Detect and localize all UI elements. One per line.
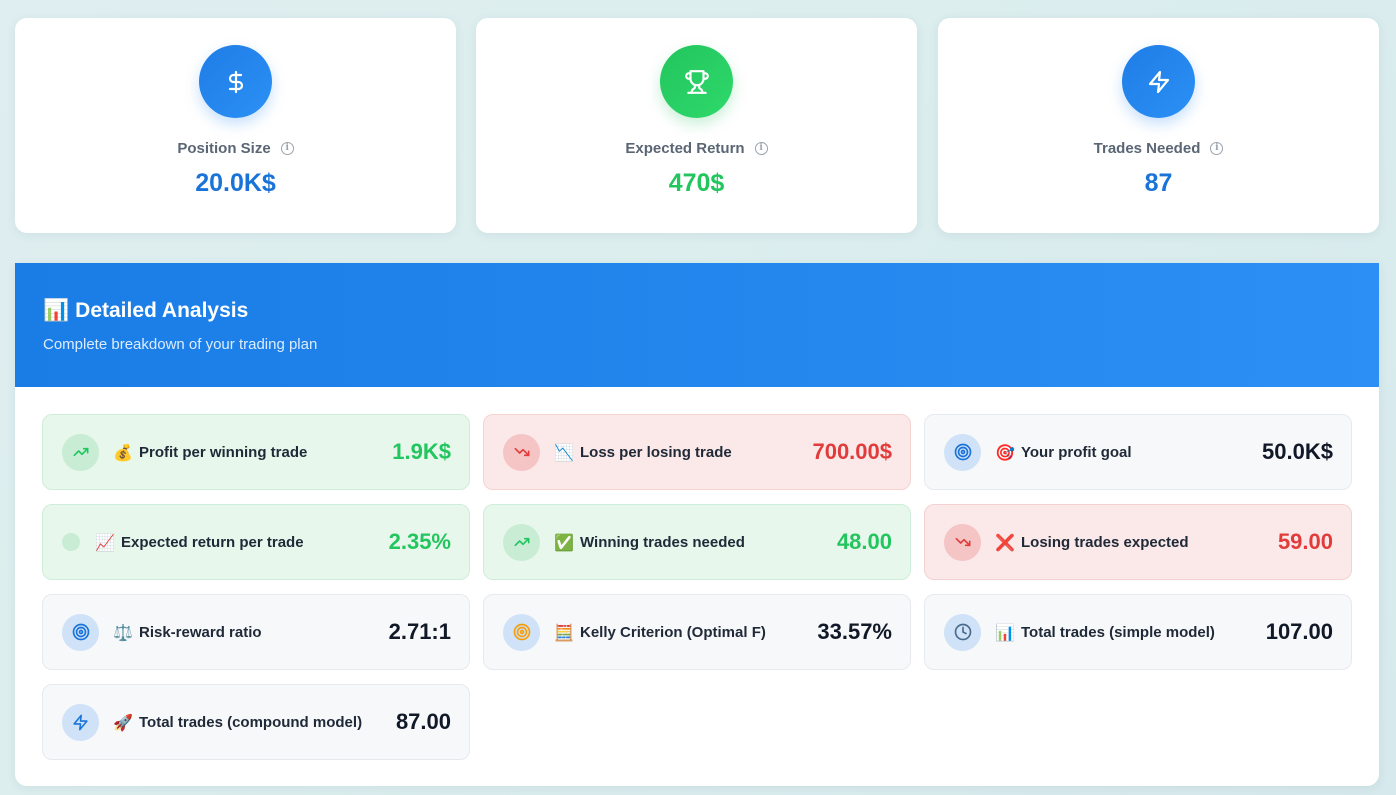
metric-value: 2.71:1 — [388, 619, 451, 644]
metric-label: Total trades (compound model) — [139, 713, 363, 731]
metric-card-total-trades-simple: 📊 Total trades (simple model) 107.00 — [924, 594, 1352, 670]
expected-return-card: Expected Return i 470$ — [476, 18, 917, 233]
metrics-grid: 💰 Profit per winning trade 1.9K$ 📉 Loss … — [42, 414, 1352, 760]
metric-value: 87.00 — [395, 709, 451, 734]
rocket-icon: 🚀 — [113, 712, 133, 732]
target-icon — [944, 433, 981, 471]
panel-title-text: Detailed Analysis — [75, 299, 249, 322]
stat-value: 470$ — [668, 169, 725, 197]
metric-label: Profit per winning trade — [139, 443, 308, 461]
info-icon[interactable]: i — [1210, 142, 1224, 155]
info-icon[interactable]: i — [754, 142, 768, 155]
money-bag-icon: 💰 — [113, 442, 133, 462]
target-icon — [503, 613, 540, 651]
metric-value: 33.57% — [817, 619, 892, 644]
stat-label: Trades Needed — [1093, 140, 1201, 157]
bar-chart-icon: 📊 — [43, 299, 70, 322]
panel-header: 📊 Detailed Analysis Complete breakdown o… — [15, 263, 1379, 387]
metric-value: 1.9K$ — [392, 439, 451, 464]
metric-card-profit-per-win: 💰 Profit per winning trade 1.9K$ — [42, 414, 470, 490]
metric-label: Loss per losing trade — [580, 443, 732, 461]
metric-value: 50.0K$ — [1262, 439, 1333, 464]
metric-value: 107.00 — [1265, 619, 1333, 644]
metric-value: 700.00$ — [812, 439, 892, 464]
check-mark-icon: ✅ — [554, 532, 574, 552]
metric-value: 59.00 — [1277, 529, 1333, 554]
target-icon — [62, 613, 99, 651]
trending-up-icon — [62, 433, 99, 471]
position-size-card: Position Size i 20.0K$ — [15, 18, 456, 233]
metric-label: Kelly Criterion (Optimal F) — [580, 623, 766, 641]
metric-card-total-trades-compound: 🚀 Total trades (compound model) 87.00 — [42, 684, 470, 760]
bullseye-icon: 🎯 — [995, 442, 1015, 462]
metric-label: Total trades (simple model) — [1021, 623, 1215, 641]
metric-card-profit-goal: 🎯 Your profit goal 50.0K$ — [924, 414, 1352, 490]
metric-label: Expected return per trade — [121, 533, 304, 551]
stat-value: 87 — [1144, 169, 1173, 197]
trending-down-icon — [944, 523, 981, 561]
chart-down-icon: 📉 — [554, 442, 574, 462]
cross-mark-icon: ❌ — [995, 532, 1015, 552]
bar-chart-icon: 📊 — [995, 622, 1015, 642]
stat-label: Position Size — [177, 140, 271, 157]
metric-card-expected-return-per-trade: 📈 Expected return per trade 2.35% — [42, 504, 470, 580]
metric-card-winning-trades-needed: ✅ Winning trades needed 48.00 — [483, 504, 911, 580]
metric-card-risk-reward: ⚖️ Risk-reward ratio 2.71:1 — [42, 594, 470, 670]
panel-title: 📊 Detailed Analysis — [43, 299, 1351, 323]
abacus-icon: 🧮 — [554, 622, 574, 642]
lightning-icon — [1122, 45, 1195, 118]
detailed-analysis-panel: 📊 Detailed Analysis Complete breakdown o… — [15, 263, 1379, 786]
chart-up-icon: 📈 — [95, 532, 115, 552]
stat-value: 20.0K$ — [195, 169, 276, 197]
metric-card-loss-per-loss: 📉 Loss per losing trade 700.00$ — [483, 414, 911, 490]
metric-label: Losing trades expected — [1021, 533, 1189, 551]
metric-value: 2.35% — [388, 529, 451, 554]
scales-icon: ⚖️ — [113, 622, 133, 642]
metric-card-losing-trades-expected: ❌ Losing trades expected 59.00 — [924, 504, 1352, 580]
stat-label: Expected Return — [625, 140, 745, 157]
panel-subtitle: Complete breakdown of your trading plan — [43, 336, 318, 353]
lightning-icon — [62, 703, 99, 741]
trades-needed-card: Trades Needed i 87 — [938, 18, 1379, 233]
metric-label: Risk-reward ratio — [139, 623, 262, 641]
metric-card-kelly-criterion: 🧮 Kelly Criterion (Optimal F) 33.57% — [483, 594, 911, 670]
trending-up-icon — [503, 523, 540, 561]
metric-label: Winning trades needed — [580, 533, 745, 551]
metric-value: 48.00 — [836, 529, 892, 554]
info-icon[interactable]: i — [280, 142, 294, 155]
dot-icon — [62, 533, 80, 551]
trending-down-icon — [503, 433, 540, 471]
clock-icon — [944, 613, 981, 651]
trophy-icon — [660, 45, 733, 118]
metric-label: Your profit goal — [1021, 443, 1132, 461]
dollar-icon — [199, 45, 272, 118]
